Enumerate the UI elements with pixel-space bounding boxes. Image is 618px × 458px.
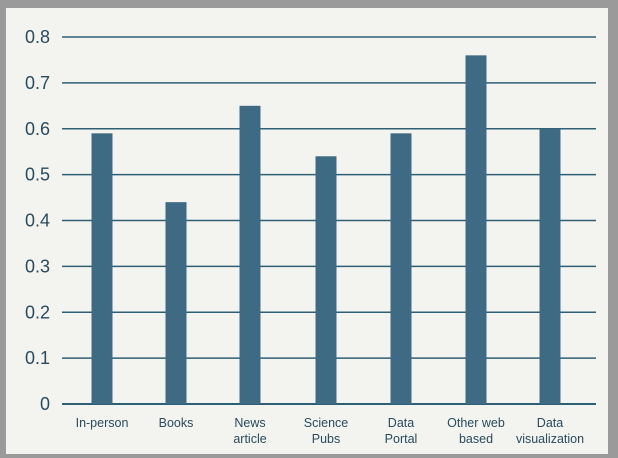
bar-science-pubs (315, 156, 337, 404)
bar-in-person (91, 133, 113, 404)
y-tick-label: 0.4 (25, 211, 50, 231)
y-tick-label: 0.8 (25, 27, 50, 47)
bar-news-article (239, 105, 261, 404)
x-tick-label: Books (159, 416, 194, 430)
y-tick-label: 0.6 (25, 119, 50, 139)
x-tick-label: Other web based (447, 416, 505, 446)
x-tick-label: In-person (76, 416, 129, 430)
x-tick-label: News article (233, 416, 266, 446)
chart-panel: 0 0.1 0.2 0.3 0.4 0.5 0.6 0.7 0.8 In-person Books… (6, 8, 608, 454)
x-axis-category-labels: In-person Books News article Science Pubs Data… (76, 416, 584, 446)
y-tick-label: 0.1 (25, 348, 50, 368)
y-tick-label: 0.7 (25, 73, 50, 93)
y-axis-tick-labels: 0 0.1 0.2 0.3 0.4 0.5 0.6 0.7 0.8 (25, 27, 50, 414)
y-tick-label: 0.2 (25, 302, 50, 322)
x-tick-label: Data visualization (516, 416, 584, 446)
y-tick-label: 0 (40, 394, 50, 414)
bar-data-portal (390, 133, 412, 404)
bar-books (165, 202, 187, 404)
x-tick-label: Science Pubs (304, 416, 349, 446)
x-tick-label: Data Portal (385, 416, 418, 446)
bar-data-visualization (539, 128, 561, 404)
bar-chart: 0 0.1 0.2 0.3 0.4 0.5 0.6 0.7 0.8 In-person Books… (25, 27, 596, 446)
bar-other-web-based (465, 55, 487, 404)
y-tick-label: 0.5 (25, 165, 50, 185)
y-tick-label: 0.3 (25, 256, 50, 276)
bars (91, 55, 561, 404)
